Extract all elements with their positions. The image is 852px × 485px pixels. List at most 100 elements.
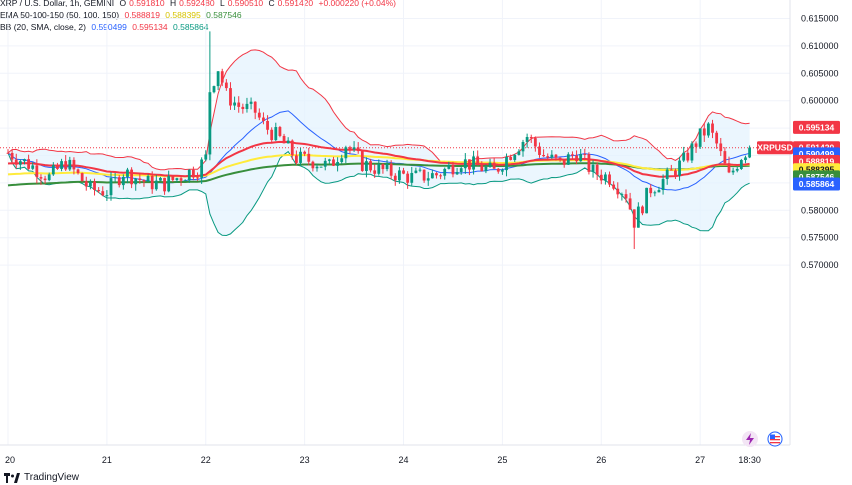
legend-ema[interactable]: EMA 50-100-150 (50, 100, 150) 0.588819 0… — [0, 10, 245, 20]
candle-body — [97, 189, 101, 192]
candle-body — [669, 169, 673, 171]
candle-body — [612, 184, 616, 189]
bb-fill-area — [8, 49, 750, 236]
candle-body — [212, 86, 216, 93]
candle-body — [60, 161, 63, 169]
candle-body — [599, 174, 603, 181]
bb-lower-value: 0.585864 — [173, 22, 209, 32]
candle-body — [455, 171, 459, 175]
change-value: +0.000220 (+0.04%) — [318, 0, 397, 8]
candle-body — [702, 128, 706, 136]
candle-body — [183, 180, 187, 182]
candle-body — [56, 165, 59, 169]
candle-body — [480, 165, 484, 172]
candle-body — [595, 164, 599, 175]
legend-bb[interactable]: BB (20, SMA, close, 2) 0.590499 0.595134… — [0, 22, 211, 32]
price-badge — [793, 177, 840, 191]
candle-body — [340, 158, 344, 163]
low-value: 0.590510 — [227, 0, 264, 8]
candle-body — [187, 169, 191, 181]
bollinger-band-fill — [8, 49, 750, 236]
candle-body — [154, 180, 158, 190]
candle-body — [657, 190, 661, 193]
candle-body — [332, 159, 335, 166]
candle-body — [290, 140, 294, 156]
candle-body — [575, 155, 578, 162]
symbol-badge-label: XRPUSD — [757, 143, 792, 153]
candle-body — [138, 178, 142, 181]
candle-body — [430, 173, 434, 179]
candle-body — [167, 176, 171, 192]
candle-body — [64, 161, 68, 170]
candle-body — [220, 71, 224, 83]
candle-body — [93, 181, 96, 190]
candle-body — [591, 164, 595, 172]
candle-body — [245, 103, 249, 110]
candle-body — [253, 101, 257, 113]
candle-body — [484, 166, 488, 172]
candle-body — [472, 156, 475, 170]
candle-body — [459, 168, 463, 172]
candle-body — [727, 163, 731, 173]
candle-body — [348, 147, 352, 150]
candle-body — [476, 156, 480, 166]
candle-body — [192, 169, 195, 178]
close-value: 0.591420 — [277, 0, 314, 8]
candle-body — [134, 178, 138, 185]
price-badge-value: 0.588395 — [799, 165, 835, 175]
candle-body — [43, 178, 47, 181]
candle-body — [661, 179, 665, 191]
bb-upper-line — [7, 49, 750, 171]
candle-body — [121, 176, 125, 186]
candle-body — [641, 206, 644, 214]
candle-body — [410, 172, 414, 183]
candle-body — [538, 146, 541, 155]
candle-body — [307, 153, 311, 162]
candle-body — [525, 137, 529, 142]
candle-body — [665, 169, 669, 180]
open-label: O — [119, 0, 127, 8]
y-tick-label: 0.610000 — [801, 41, 839, 51]
candle-body — [632, 209, 636, 228]
candle-body — [27, 159, 30, 169]
candle-body — [447, 165, 451, 169]
candle-body — [146, 175, 150, 182]
candle-body — [68, 159, 72, 170]
candle-body — [72, 159, 76, 170]
candle-body — [295, 155, 298, 163]
candle-body — [426, 178, 430, 181]
candle-body — [278, 127, 282, 136]
x-tick-label: 22 — [201, 455, 211, 465]
brand-name: TradingView — [24, 472, 80, 483]
candle-body — [282, 135, 286, 144]
ema50-value: 0.588819 — [124, 10, 160, 20]
candle-body — [468, 159, 471, 170]
candle-body — [558, 157, 562, 160]
candle-body — [488, 162, 492, 167]
price-badges: XRPUSD0.5914200.5951340.5904990.5888190.… — [757, 120, 840, 191]
candle-body — [31, 165, 35, 169]
flag-icon[interactable] — [767, 431, 783, 447]
candle-body — [241, 106, 245, 110]
candle-body — [257, 112, 261, 118]
candle-body — [546, 156, 550, 158]
candle-body — [422, 169, 426, 181]
candle-body — [204, 154, 208, 160]
x-tick-label: 24 — [399, 455, 409, 465]
candle-body — [105, 195, 109, 197]
low-label: L — [219, 0, 225, 8]
candle-body — [336, 162, 339, 166]
candle-body — [163, 177, 166, 192]
x-tick-label: 18:30 — [738, 455, 761, 465]
y-tick-label: 0.600000 — [801, 96, 839, 106]
lightning-icon[interactable] — [742, 431, 758, 447]
candle-body — [521, 141, 525, 152]
candle-body — [385, 163, 389, 170]
candle-body — [711, 123, 714, 133]
candle-body — [579, 154, 583, 162]
candle-body — [645, 187, 648, 214]
candle-body — [327, 159, 331, 161]
candle-body — [678, 160, 681, 176]
candle-body — [393, 175, 397, 181]
